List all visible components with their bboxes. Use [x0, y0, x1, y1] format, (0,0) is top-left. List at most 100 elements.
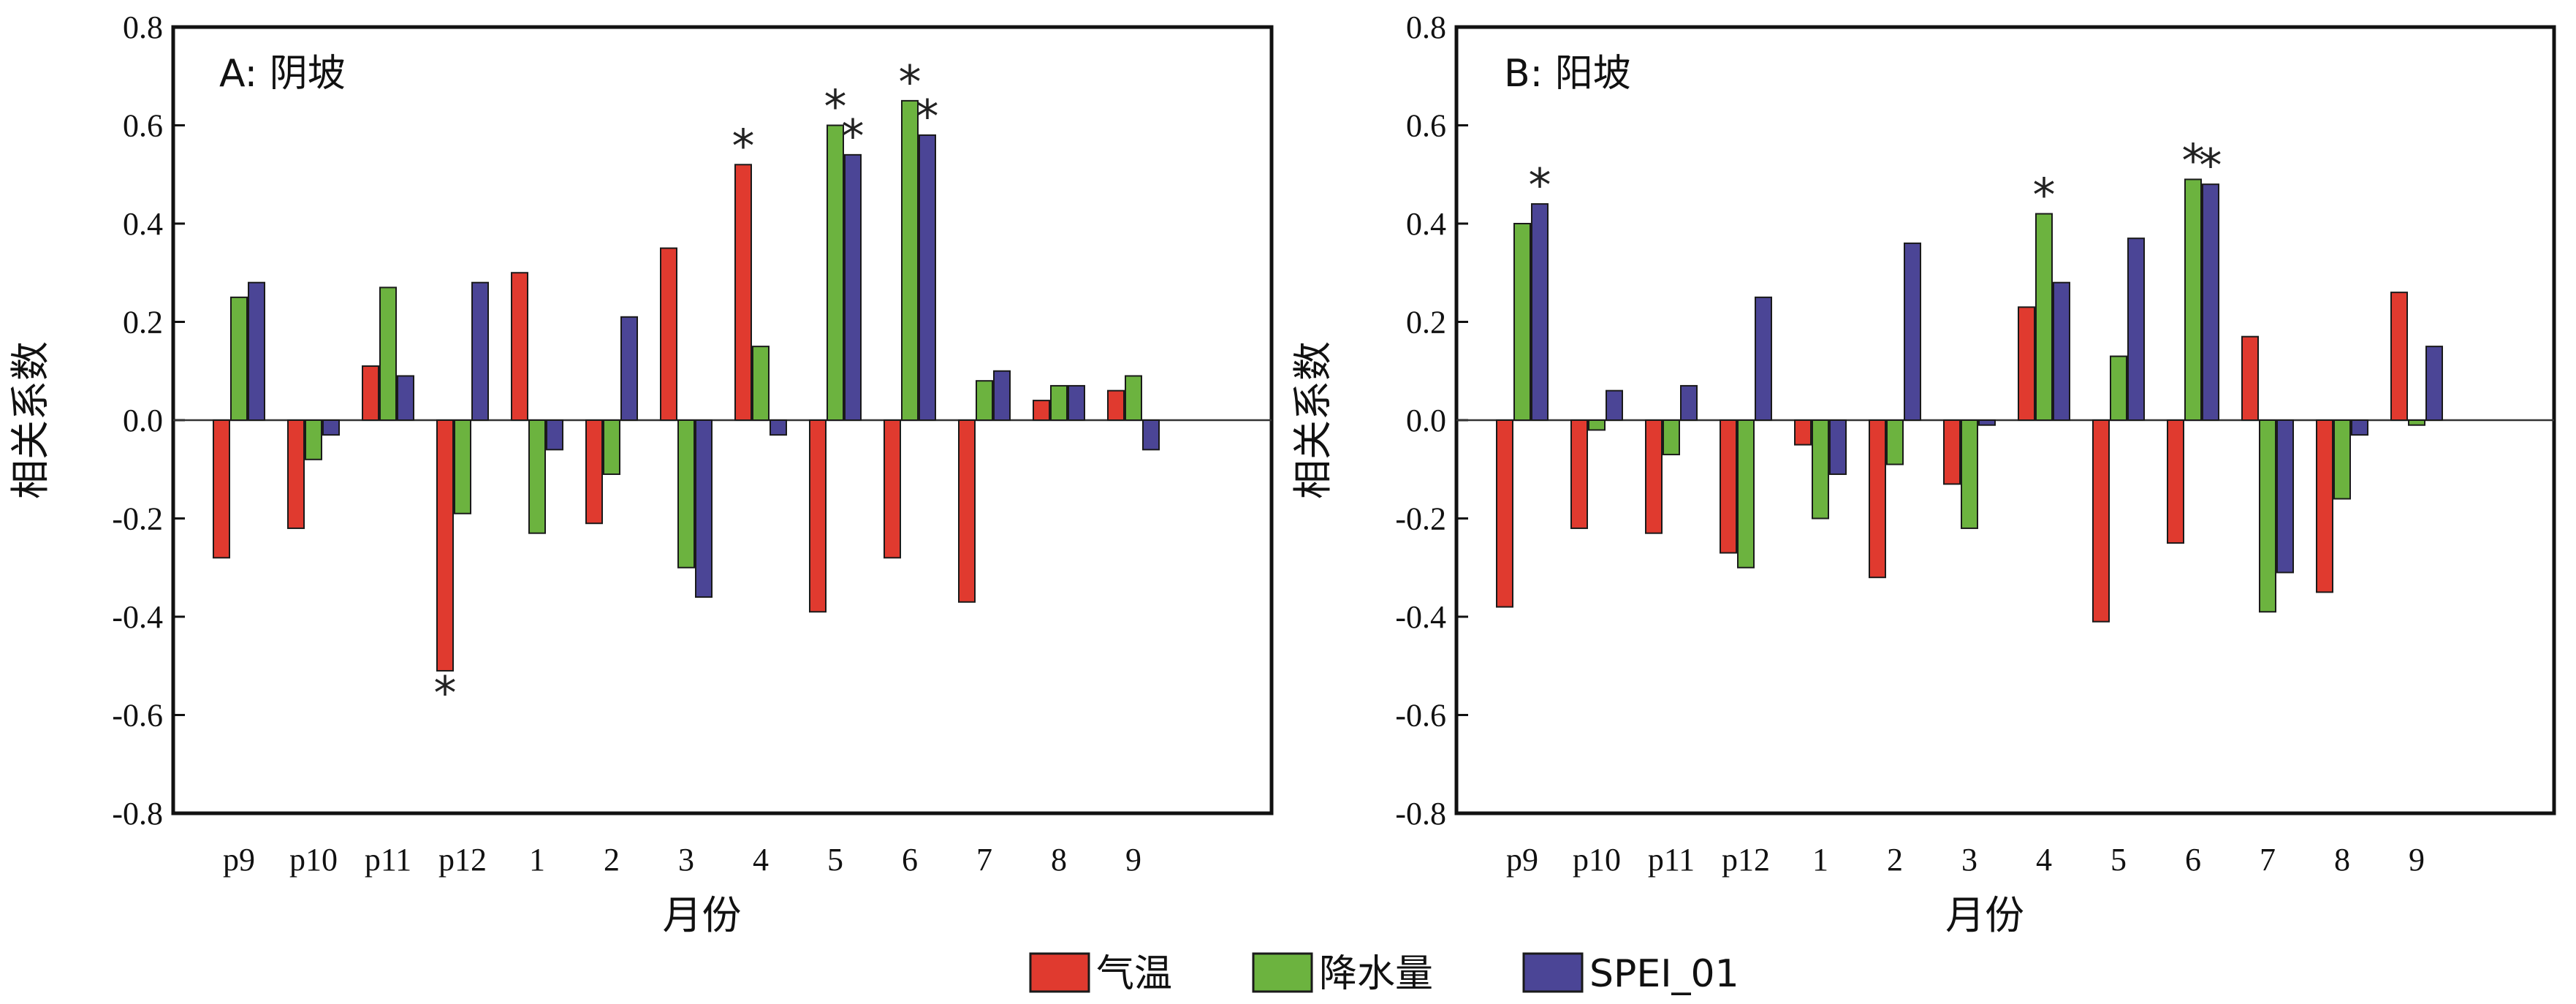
- bar-1-11: [2333, 419, 2351, 500]
- x-tick-label: 1: [1812, 842, 1828, 878]
- y-axis-label: 相关系数: [7, 341, 53, 499]
- bar-0-5: [585, 419, 603, 525]
- bar-1-2: [1663, 419, 1680, 456]
- bar-2-8: [2127, 237, 2145, 421]
- x-tick-label: 3: [1961, 842, 1977, 878]
- x-tick-label: p11: [365, 842, 411, 878]
- x-tick-label: 6: [902, 842, 918, 878]
- bar-0-9: [2167, 419, 2184, 544]
- significance-star: *: [434, 666, 457, 720]
- y-tick-label: -0.4: [112, 599, 163, 635]
- bar-1-9: [901, 99, 919, 421]
- y-tick-label: -0.8: [1395, 796, 1446, 832]
- bar-2-5: [1904, 242, 1921, 421]
- bar-1-4: [528, 419, 546, 534]
- bar-2-8: [844, 153, 862, 421]
- bar-1-0: [230, 296, 248, 421]
- y-tick-label: -0.8: [112, 796, 163, 832]
- x-tick-label: 4: [2036, 842, 2052, 878]
- bar-0-12: [2390, 292, 2408, 421]
- y-tick-label: 0.8: [1406, 9, 1446, 45]
- bar-1-4: [1812, 419, 1829, 520]
- x-tick-label: 4: [753, 842, 769, 878]
- bar-2-6: [1978, 419, 1996, 426]
- bar-0-4: [511, 272, 528, 421]
- x-tick-label: p10: [289, 842, 338, 878]
- bar-2-9: [919, 134, 936, 421]
- legend-label-0: 气温: [1096, 952, 1172, 996]
- x-tick-label: 8: [2334, 842, 2350, 878]
- x-tick-label: 9: [1125, 842, 1141, 878]
- bar-1-8: [827, 124, 844, 421]
- legend-label-1: 降水量: [1319, 952, 1433, 996]
- bar-1-0: [1513, 223, 1531, 421]
- bar-2-11: [2351, 419, 2368, 436]
- bar-1-2: [379, 286, 397, 421]
- bar-2-12: [1142, 419, 1160, 451]
- y-axis-label: 相关系数: [1290, 341, 1336, 499]
- bar-1-6: [1961, 419, 1978, 529]
- y-tick-label: 0.2: [1406, 305, 1446, 341]
- y-tick-label: -0.2: [112, 501, 163, 537]
- bar-2-0: [248, 281, 265, 422]
- bar-0-8: [809, 419, 827, 613]
- bar-0-0: [213, 419, 230, 559]
- bar-2-6: [695, 419, 713, 598]
- significance-star: *: [2182, 134, 2205, 187]
- x-tick-label: 5: [827, 842, 843, 878]
- bar-1-9: [2184, 178, 2202, 421]
- x-tick-label: 7: [976, 842, 992, 878]
- panel-b-sunny-slope: 0.8 0.6 0.4 0.2 0.0 -0.2 -0.4 -0.6 -0.8 * p9 p10 p11…: [1290, 9, 2556, 938]
- y-tick-label: 0.8: [123, 9, 163, 45]
- significance-star: *: [916, 90, 939, 143]
- panel-title: A: 阴坡: [219, 52, 346, 96]
- x-tick-label: 2: [604, 842, 620, 878]
- bar-0-1: [1570, 419, 1588, 529]
- bar-2-7: [2053, 281, 2070, 422]
- panel-a-shady-slope: 0.8 0.6 0.4 0.2 0.0 -0.2 -0.4 -0.6 -0.8 p9 p10 p11 *…: [7, 9, 1274, 938]
- bar-1-12: [2408, 419, 2425, 426]
- bar-1-3: [454, 419, 471, 514]
- y-tick-label: -0.4: [1395, 599, 1446, 635]
- bar-1-12: [1125, 375, 1142, 421]
- bar-0-10: [2241, 335, 2259, 421]
- x-tick-label: 9: [2409, 842, 2425, 878]
- bar-0-8: [2092, 419, 2110, 623]
- bar-0-6: [660, 247, 677, 421]
- bar-2-3: [471, 281, 489, 422]
- bar-0-3: [436, 419, 454, 672]
- x-tick-label: 1: [529, 842, 545, 878]
- bar-2-2: [1680, 384, 1698, 421]
- y-tick-label: -0.6: [112, 698, 163, 734]
- x-tick-label: 8: [1051, 842, 1067, 878]
- y-tick-label: 0.6: [1406, 108, 1446, 144]
- x-tick-label: p9: [1506, 842, 1538, 878]
- y-tick-label: 0.0: [123, 403, 163, 438]
- x-tick-label: p9: [223, 842, 255, 878]
- x-tick-label: 2: [1887, 842, 1903, 878]
- significance-star: *: [732, 119, 755, 172]
- legend-swatch-0: [1029, 952, 1090, 993]
- x-tick-label: p12: [1722, 842, 1770, 878]
- bar-2-0: [1531, 203, 1549, 421]
- x-tick-label: p10: [1573, 842, 1621, 878]
- bar-1-11: [1050, 384, 1068, 421]
- bar-2-5: [620, 316, 638, 421]
- y-tick-label: -0.6: [1395, 698, 1446, 734]
- significance-star: *: [842, 110, 865, 163]
- bar-1-10: [976, 380, 993, 422]
- bar-2-10: [993, 370, 1011, 421]
- bar-2-11: [1068, 384, 1085, 421]
- legend-swatch-1: [1252, 952, 1313, 993]
- legend-swatch-2: [1522, 952, 1584, 993]
- x-axis-label: 月份: [663, 892, 742, 938]
- bar-1-5: [603, 419, 620, 475]
- panel-title: B: 阳坡: [1504, 52, 1631, 96]
- legend-label-2: SPEI_01: [1589, 952, 1739, 996]
- bar-2-2: [397, 375, 414, 421]
- x-tick-label: 7: [2260, 842, 2276, 878]
- bar-1-10: [2259, 419, 2276, 613]
- y-tick-label: 0.6: [123, 108, 163, 144]
- bar-0-0: [1496, 419, 1513, 608]
- bar-2-3: [1755, 296, 1772, 421]
